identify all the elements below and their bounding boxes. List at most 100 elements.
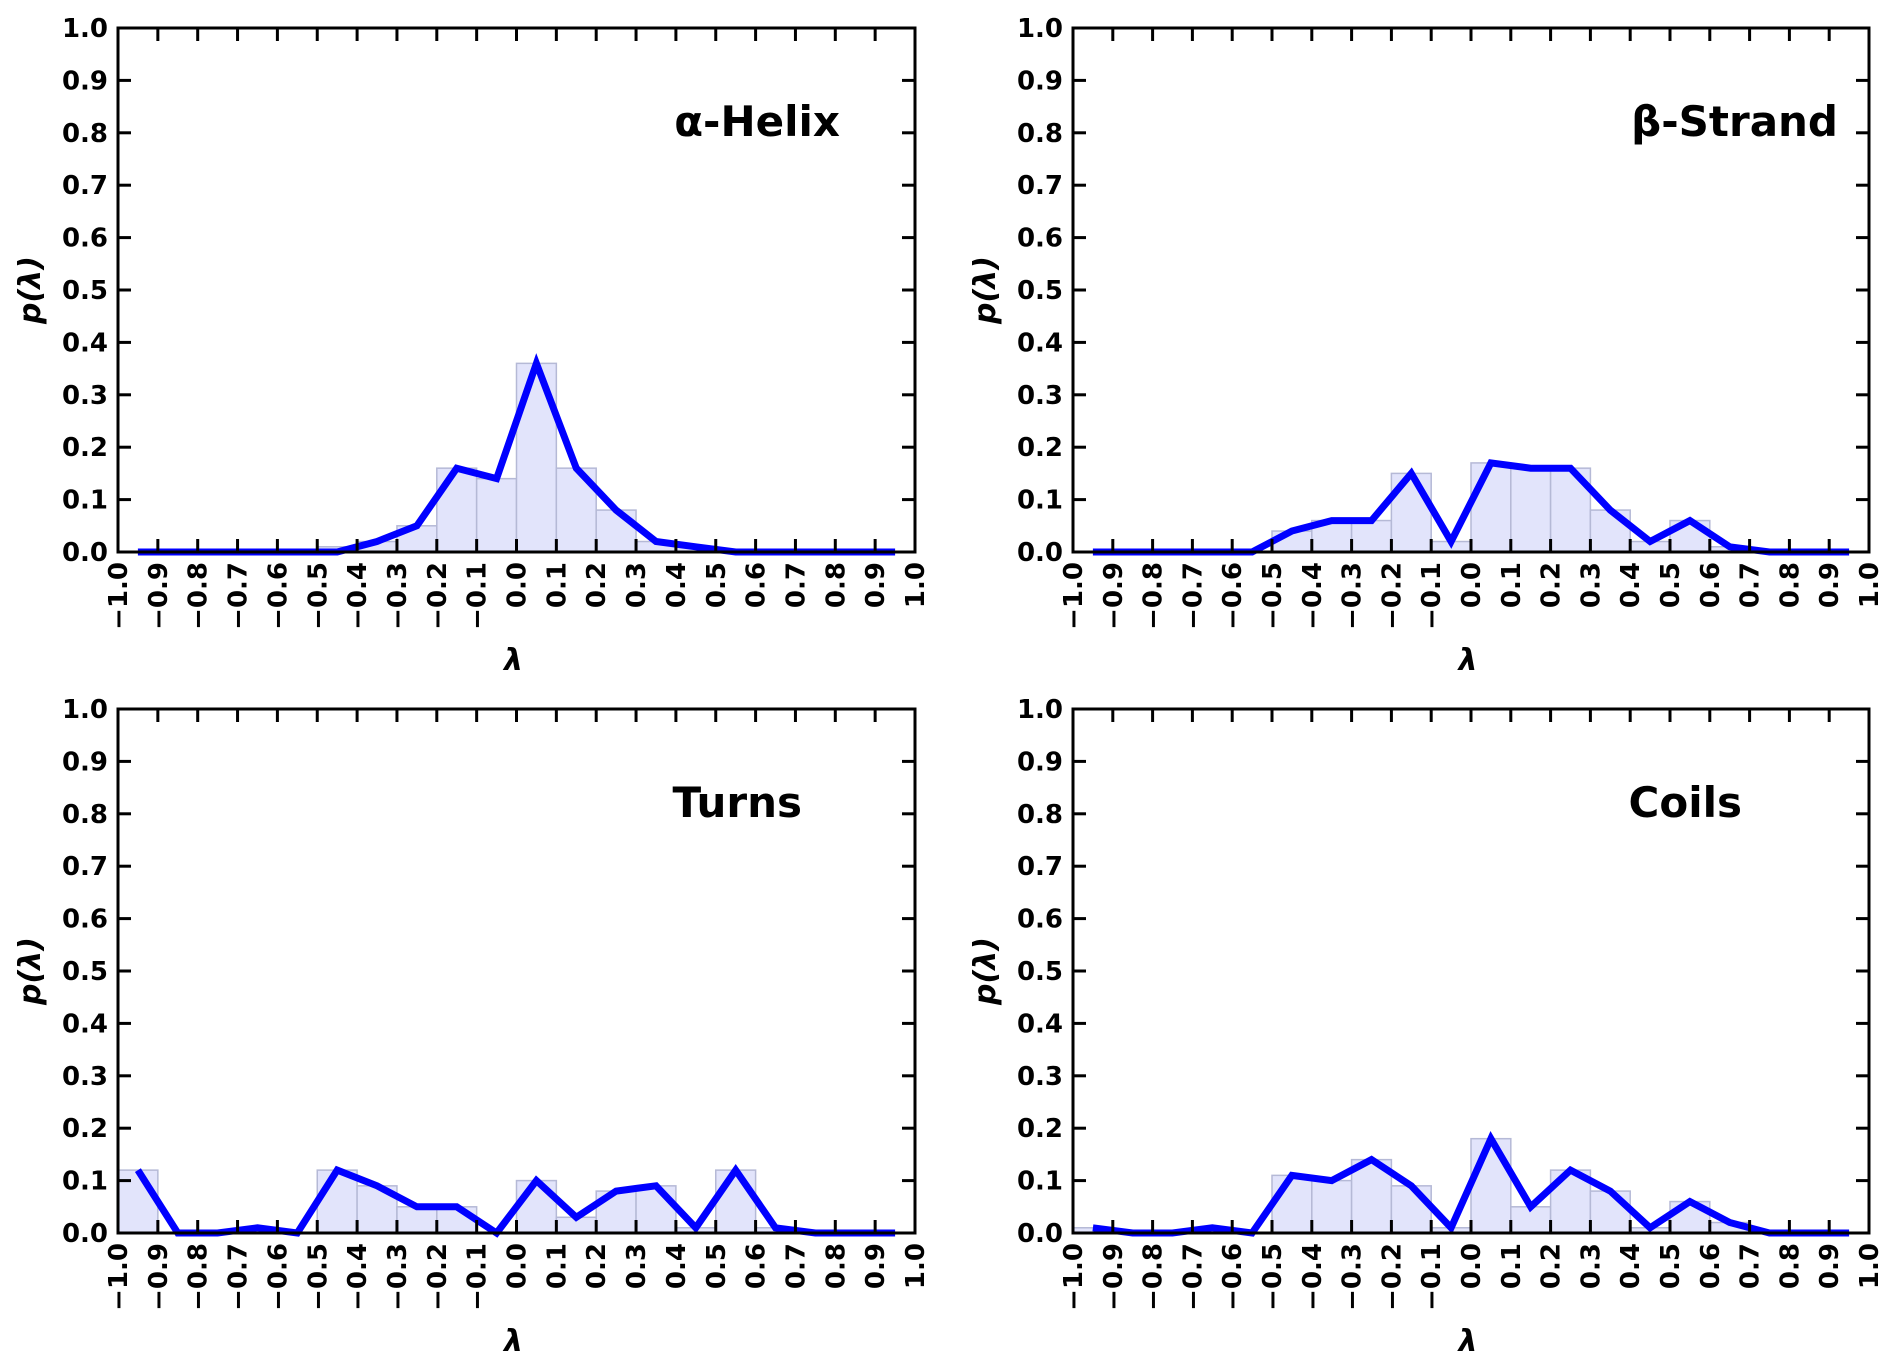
- x-axis-label: λ: [502, 643, 523, 678]
- x-tick-label: 0.1: [542, 1243, 572, 1289]
- y-tick-label: 1.0: [1017, 695, 1063, 725]
- x-tick-label: 1.0: [1855, 1243, 1885, 1289]
- x-axis-label: λ: [1457, 1324, 1478, 1359]
- x-tick-label: 0.9: [1815, 1243, 1845, 1289]
- x-tick-label: −0.4: [343, 1243, 373, 1311]
- y-tick-label: 0.4: [62, 328, 108, 358]
- histogram-bar: [515, 1179, 558, 1234]
- chart-panel-4: 0.0 0.1 0.2 0.3 0.4 0.5 0.6 0.7 0.8 0.9 1.0 −1.0 −0.…: [968, 695, 1885, 1359]
- y-tick-label: 0.3: [62, 381, 108, 411]
- y-tick-label: 0.8: [1017, 800, 1063, 830]
- x-tick-label: −0.5: [303, 562, 333, 630]
- y-tick-label: 0.5: [62, 957, 108, 987]
- y-tick-label: 0.5: [1017, 276, 1063, 306]
- histogram-bar: [396, 1206, 438, 1234]
- y-tick-label: 0.6: [62, 224, 108, 254]
- x-tick-label: −0.5: [1258, 1243, 1288, 1311]
- x-tick-label: −0.1: [463, 1243, 493, 1311]
- x-tick-label: 0.2: [582, 562, 612, 608]
- y-tick-label: 0.2: [1017, 1114, 1063, 1144]
- x-tick-label: −0.6: [1218, 562, 1248, 630]
- histogram-bar: [1589, 509, 1631, 553]
- panel-title: β-Strand: [1631, 97, 1838, 146]
- histogram-bar: [1470, 462, 1512, 553]
- x-tick-label: 0.8: [821, 1243, 851, 1289]
- x-tick-label: −0.9: [1099, 562, 1129, 630]
- x-tick-label: 0.7: [781, 1243, 811, 1289]
- x-tick-label: −1.0: [1059, 562, 1089, 630]
- x-tick-label: 0.8: [1775, 562, 1805, 608]
- histogram-bar: [635, 1185, 677, 1234]
- x-tick-label: 0.1: [542, 562, 572, 608]
- y-tick-label: 0.3: [1017, 1062, 1063, 1092]
- y-tick-label: 0.1: [1017, 1167, 1063, 1197]
- x-tick-label: 0.5: [702, 1243, 732, 1289]
- x-tick-label: −0.9: [144, 1243, 174, 1311]
- y-tick-label: 0.0: [62, 1219, 108, 1249]
- y-tick-label: 0.9: [1017, 747, 1063, 777]
- y-tick-label: 0.4: [1017, 328, 1063, 358]
- x-tick-label: 0.5: [702, 562, 732, 608]
- x-tick-label: 1.0: [1855, 562, 1885, 608]
- histogram-bar: [316, 1169, 358, 1234]
- x-tick-label: −0.2: [423, 562, 453, 630]
- histogram-bar: [1470, 1137, 1512, 1234]
- y-tick-label: 0.5: [1017, 957, 1063, 987]
- x-tick-label: 0.4: [662, 562, 692, 608]
- x-tick-label: −0.9: [144, 562, 174, 630]
- x-tick-label: 1.0: [901, 1243, 931, 1289]
- y-tick-label: 0.9: [62, 747, 108, 777]
- histogram-bar: [1589, 1190, 1631, 1234]
- x-tick-label: −0.8: [1139, 1243, 1169, 1311]
- y-tick-label: 0.7: [1017, 171, 1063, 201]
- x-tick-label: 0.2: [1537, 1243, 1567, 1289]
- x-tick-label: 0.6: [1696, 562, 1726, 608]
- y-tick-label: 0.0: [62, 538, 108, 568]
- x-tick-label: 0.8: [821, 562, 851, 608]
- x-tick-label: −0.4: [1298, 1243, 1328, 1311]
- x-tick-label: −0.1: [463, 562, 493, 630]
- y-tick-label: 0.4: [62, 1009, 108, 1039]
- y-tick-label: 0.3: [62, 1062, 108, 1092]
- x-tick-label: 0.0: [1457, 1243, 1487, 1289]
- x-tick-label: 0.3: [1576, 1243, 1606, 1289]
- x-tick-label: −0.8: [1139, 562, 1169, 630]
- distribution-line: [1092, 1131, 1850, 1237]
- histogram-bar: [1271, 1174, 1313, 1234]
- y-tick-label: 0.6: [1017, 224, 1063, 254]
- y-tick-label: 0.5: [62, 276, 108, 306]
- chart-panel-3: 0.0 0.1 0.2 0.3 0.4 0.5 0.6 0.7 0.8 0.9 1.0 −1.0 −0.…: [13, 695, 931, 1359]
- y-tick-label: 1.0: [62, 695, 108, 725]
- y-tick-label: 0.3: [1017, 381, 1063, 411]
- x-tick-label: 0.7: [1736, 562, 1766, 608]
- panel-title: α-Helix: [674, 97, 840, 146]
- histogram-bar: [1390, 1185, 1432, 1234]
- y-tick-label: 0.9: [62, 66, 108, 96]
- histogram-bar: [475, 477, 518, 553]
- panel-title: Coils: [1629, 778, 1742, 827]
- x-tick-label: 0.4: [1616, 1243, 1646, 1289]
- x-tick-label: −1.0: [104, 1243, 134, 1311]
- y-tick-label: 0.1: [62, 486, 108, 516]
- x-tick-label: 0.8: [1775, 1243, 1805, 1289]
- x-tick-label: 0.1: [1497, 1243, 1527, 1289]
- panel-title: Turns: [672, 778, 802, 827]
- x-tick-label: −1.0: [104, 562, 134, 630]
- histogram-bar: [1311, 1179, 1353, 1234]
- x-tick-label: 0.2: [582, 1243, 612, 1289]
- y-tick-label: 0.6: [1017, 905, 1063, 935]
- x-tick-label: −0.1: [1417, 562, 1447, 630]
- y-tick-label: 0.2: [62, 433, 108, 463]
- x-tick-label: 0.3: [622, 1243, 652, 1289]
- x-tick-label: 0.0: [503, 1243, 533, 1289]
- y-axis-label: p(λ): [968, 256, 1003, 325]
- x-tick-label: 0.6: [742, 1243, 772, 1289]
- x-tick-label: 0.6: [1696, 1243, 1726, 1289]
- x-tick-label: 0.5: [1656, 1243, 1686, 1289]
- y-axis-label: p(λ): [13, 937, 48, 1006]
- x-tick-label: −1.0: [1059, 1243, 1089, 1311]
- chart-panel-1: 0.0 0.1 0.2 0.3 0.4 0.5 0.6 0.7 0.8 0.9 1.0 −1.0 −0.…: [13, 14, 931, 678]
- x-tick-label: −0.3: [383, 562, 413, 630]
- y-tick-label: 0.9: [1017, 66, 1063, 96]
- x-tick-label: 0.5: [1656, 562, 1686, 608]
